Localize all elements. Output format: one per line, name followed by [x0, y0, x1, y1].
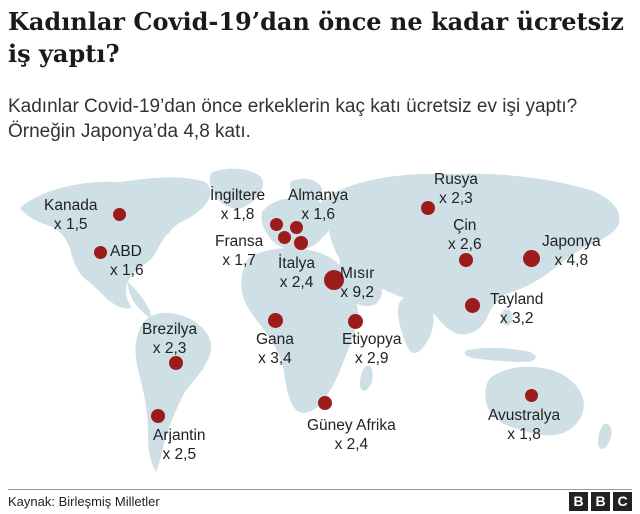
label-italya: İtalya x 2,4 [278, 254, 315, 292]
label-tayland-value: x 3,2 [499, 310, 534, 327]
label-almanya: Almanya x 1,6 [288, 186, 348, 224]
marker-etiyopya [347, 313, 363, 329]
greenland-shape [209, 168, 263, 209]
africa-shape [241, 248, 358, 413]
footer-divider [8, 489, 632, 490]
label-italya-value: x 2,4 [279, 274, 314, 291]
label-almanya-value: x 1,6 [301, 206, 335, 223]
label-abd: ABD x 1,6 [110, 242, 144, 280]
marker-tayland [464, 297, 480, 313]
label-fransa-value: x 1,7 [222, 252, 256, 269]
label-brezilya-name: Brezilya [142, 321, 198, 338]
marker-fransa [277, 230, 291, 244]
label-guney-afrika-value: x 2,4 [334, 436, 369, 453]
label-arjantin: Arjantin x 2,5 [153, 426, 206, 464]
label-misir-value: x 9,2 [340, 284, 375, 301]
indonesia-shape [464, 347, 536, 362]
marker-avustralya [524, 388, 538, 402]
label-avustralya-value: x 1,8 [507, 426, 541, 443]
label-guney-afrika: Güney Afrika x 2,4 [307, 416, 396, 454]
label-guney-afrika-name: Güney Afrika [307, 417, 396, 434]
label-misir-name: Mısır [340, 265, 375, 282]
new-zealand-shape [598, 423, 612, 449]
marker-güney-afrika [318, 396, 332, 410]
marker-gana [267, 312, 283, 328]
label-rusya-value: x 2,3 [439, 190, 473, 207]
label-ingiltere-name: İngiltere [210, 187, 266, 204]
bbc-logo-b1: B [569, 492, 588, 511]
label-ingiltere: İngiltere x 1,8 [210, 186, 265, 224]
label-ingiltere-value: x 1,8 [220, 206, 255, 223]
label-avustralya-name: Avustralya [488, 407, 561, 424]
madagascar-shape [360, 365, 373, 391]
label-brezilya-value: x 2,3 [152, 340, 187, 357]
marker-kanada [112, 207, 126, 221]
label-japonya: Japonya x 4,8 [542, 232, 601, 270]
philippines-shape [502, 309, 513, 326]
label-italya-name: İtalya [278, 255, 316, 272]
label-arjantin-name: Arjantin [153, 427, 206, 444]
scandinavia-shape [290, 178, 323, 208]
label-gana: Gana x 3,4 [256, 330, 294, 368]
label-arjantin-value: x 2,5 [162, 446, 197, 463]
bbc-logo-c: C [613, 492, 632, 511]
marker-i̇ngiltere [269, 217, 283, 231]
north-america-shape [20, 177, 211, 309]
marker-almanya [289, 220, 303, 234]
marker-abd [93, 245, 107, 259]
label-kanada-name: Kanada [44, 197, 98, 214]
label-kanada-value: x 1,5 [53, 216, 88, 233]
label-cin-name: Çin [453, 217, 477, 234]
label-abd-name: ABD [110, 243, 142, 260]
label-rusya: Rusya x 2,3 [434, 170, 478, 208]
label-tayland-name: Tayland [490, 291, 544, 308]
japan-shape [546, 235, 566, 266]
label-rusya-name: Rusya [434, 171, 478, 188]
label-etiyopya-value: x 2,9 [354, 350, 389, 367]
south-america-shape [135, 312, 212, 472]
bbc-logo-b2: B [591, 492, 610, 511]
map-subtitle: Kadınlar Covid-19’dan önce erkeklerin ka… [8, 96, 578, 142]
label-etiyopya: Etiyopya x 2,9 [342, 330, 401, 368]
marker-rusya [421, 201, 435, 215]
map-title: Kadınlar Covid-19’dan önce ne kadar ücre… [8, 7, 624, 68]
label-gana-value: x 3,4 [258, 350, 292, 367]
label-avustralya: Avustralya x 1,8 [488, 406, 560, 444]
label-japonya-name: Japonya [542, 233, 601, 250]
label-etiyopya-name: Etiyopya [342, 331, 402, 348]
label-abd-value: x 1,6 [110, 262, 144, 279]
label-cin-value: x 2,6 [448, 236, 482, 253]
marker-arjantin [151, 409, 165, 423]
label-misir: Mısır x 9,2 [340, 264, 374, 302]
label-gana-name: Gana [256, 331, 294, 348]
label-fransa: Fransa x 1,7 [215, 232, 263, 270]
marker-japonya [522, 249, 540, 267]
marker-i̇talya [294, 236, 308, 250]
central-america-shape [128, 282, 151, 318]
india-shape [398, 297, 434, 354]
marker-mısır [324, 270, 344, 290]
label-tayland: Tayland x 3,2 [490, 290, 543, 328]
source-note: Kaynak: Birleşmiş Milletler [8, 494, 160, 509]
marker-çin [459, 253, 473, 267]
world-map: Kanada x 1,5 ABD x 1,6 İngiltere x 1,8 A… [0, 160, 640, 490]
bbc-logo: B B C [569, 492, 632, 511]
label-almanya-name: Almanya [288, 187, 349, 204]
label-fransa-name: Fransa [215, 233, 264, 250]
label-japonya-value: x 4,8 [554, 252, 589, 269]
label-brezilya: Brezilya x 2,3 [142, 320, 197, 358]
label-kanada: Kanada x 1,5 [44, 196, 97, 234]
label-cin: Çin x 2,6 [448, 216, 482, 254]
marker-brezilya [169, 356, 183, 370]
